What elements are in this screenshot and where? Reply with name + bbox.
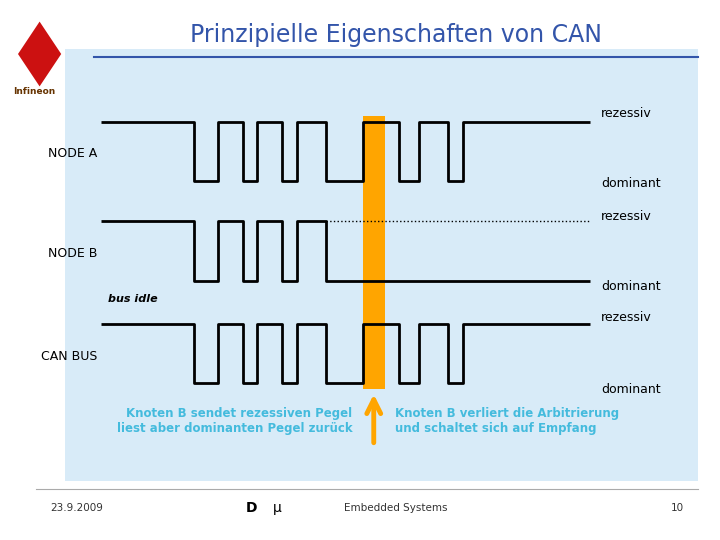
Text: rezessiv: rezessiv bbox=[601, 210, 652, 222]
Text: Prinzipielle Eigenschaften von CAN: Prinzipielle Eigenschaften von CAN bbox=[190, 23, 602, 47]
Text: Knoten B verliert die Arbitrierung
und schaltet sich auf Empfang: Knoten B verliert die Arbitrierung und s… bbox=[395, 407, 619, 435]
Text: Infineon: Infineon bbox=[13, 87, 55, 96]
Text: rezessiv: rezessiv bbox=[601, 107, 652, 120]
Text: bus idle: bus idle bbox=[108, 294, 158, 303]
Text: rezessiv: rezessiv bbox=[601, 311, 652, 324]
Text: dominant: dominant bbox=[601, 383, 661, 396]
Bar bbox=[363, 116, 384, 389]
Text: dominant: dominant bbox=[601, 280, 661, 293]
Text: 10: 10 bbox=[671, 503, 684, 512]
Text: D: D bbox=[246, 501, 258, 515]
Text: μ: μ bbox=[273, 501, 282, 515]
Bar bbox=[65, 49, 698, 481]
Polygon shape bbox=[18, 22, 61, 86]
Text: Knoten B sendet rezessiven Pegel
liest aber dominanten Pegel zurück: Knoten B sendet rezessiven Pegel liest a… bbox=[117, 407, 352, 435]
Text: NODE A: NODE A bbox=[48, 147, 97, 160]
Text: dominant: dominant bbox=[601, 177, 661, 190]
Text: Embedded Systems: Embedded Systems bbox=[344, 503, 448, 512]
Text: CAN BUS: CAN BUS bbox=[41, 350, 97, 363]
Text: 23.9.2009: 23.9.2009 bbox=[50, 503, 103, 512]
Text: NODE B: NODE B bbox=[48, 247, 97, 260]
